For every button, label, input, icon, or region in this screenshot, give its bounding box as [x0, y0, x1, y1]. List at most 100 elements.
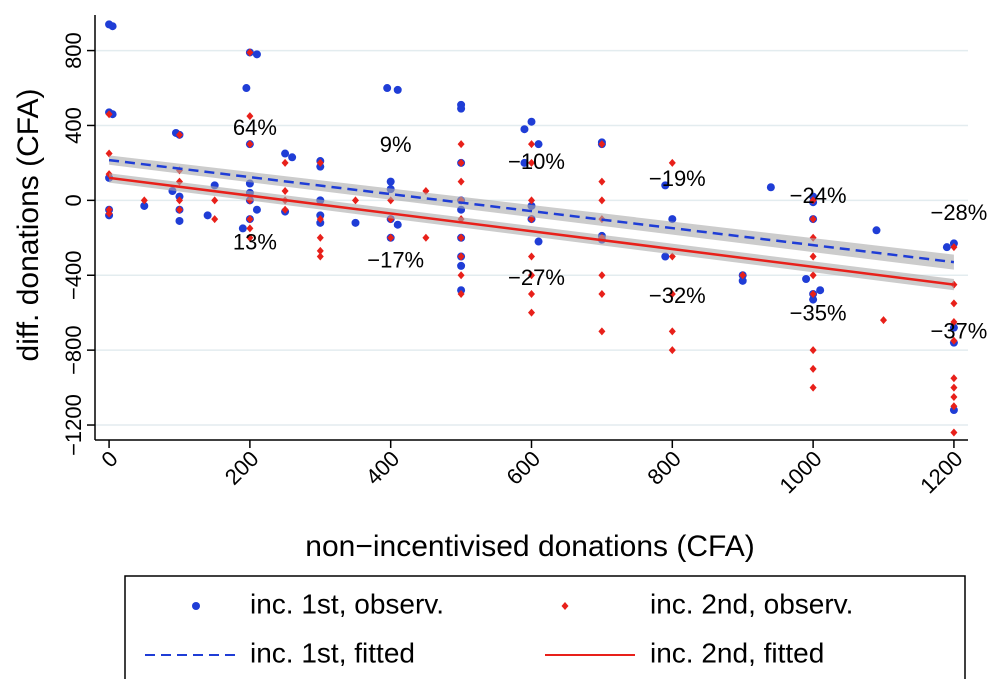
- point: [108, 22, 117, 31]
- point: [950, 392, 958, 401]
- point: [246, 140, 254, 149]
- point: [281, 158, 289, 167]
- point: [175, 205, 183, 214]
- point: [383, 84, 392, 93]
- point: [872, 226, 881, 235]
- point: [457, 158, 465, 167]
- legend-label: inc. 1st, fitted: [250, 637, 415, 668]
- point: [457, 271, 465, 280]
- point: [281, 149, 290, 158]
- y-tick-label: −400: [61, 250, 86, 300]
- point: [105, 110, 113, 119]
- point: [457, 177, 465, 186]
- point: [534, 140, 543, 149]
- point: [316, 252, 324, 261]
- point: [457, 104, 466, 113]
- point: [598, 327, 606, 336]
- point: [528, 196, 535, 205]
- y-tick-label: −800: [61, 325, 86, 375]
- point: [809, 196, 817, 205]
- annotation: −28%: [930, 200, 987, 225]
- point: [457, 289, 465, 298]
- point: [528, 271, 535, 280]
- annotation: −37%: [930, 318, 987, 343]
- point: [950, 299, 958, 308]
- point: [351, 218, 360, 227]
- point: [598, 196, 606, 205]
- point: [528, 308, 535, 317]
- point: [175, 216, 184, 225]
- point: [105, 209, 113, 218]
- point: [598, 140, 606, 149]
- legend-swatch: [192, 602, 200, 610]
- fitted-line: [108, 158, 955, 264]
- annotation: −32%: [649, 283, 706, 308]
- point: [809, 364, 817, 373]
- point: [175, 196, 183, 205]
- point: [316, 215, 324, 224]
- point: [598, 177, 606, 186]
- point: [520, 125, 529, 134]
- point: [949, 323, 958, 332]
- point: [140, 196, 148, 205]
- point: [802, 274, 811, 283]
- annotation: −10%: [508, 149, 565, 174]
- y-tick-label: 0: [61, 194, 86, 206]
- point: [668, 252, 676, 261]
- y-tick-label: 400: [61, 107, 86, 144]
- point: [527, 117, 536, 126]
- point: [668, 215, 677, 224]
- point: [661, 252, 670, 261]
- point: [140, 201, 149, 210]
- point: [950, 336, 958, 345]
- point: [211, 215, 219, 224]
- point: [809, 295, 818, 304]
- annotation: 13%: [233, 229, 277, 254]
- point: [316, 158, 324, 167]
- point: [528, 158, 535, 167]
- point: [950, 428, 958, 437]
- legend-label: inc. 2nd, observ.: [650, 588, 853, 619]
- point: [281, 205, 289, 214]
- point: [105, 149, 113, 158]
- point: [942, 243, 951, 252]
- point: [661, 181, 670, 190]
- point: [950, 318, 958, 327]
- point: [668, 346, 676, 355]
- point: [809, 271, 817, 280]
- point: [528, 289, 535, 298]
- legend-label: inc. 2nd, fitted: [650, 637, 824, 668]
- point: [809, 346, 817, 355]
- point: [211, 196, 219, 205]
- point: [246, 48, 254, 57]
- point: [246, 224, 254, 233]
- point: [246, 112, 254, 121]
- annotation: 64%: [233, 115, 277, 140]
- point: [809, 252, 817, 261]
- point: [393, 85, 402, 94]
- point: [809, 289, 817, 298]
- annotation: −17%: [367, 247, 424, 272]
- point: [816, 286, 825, 295]
- point: [950, 383, 958, 392]
- y-tick-label: −1200: [61, 394, 86, 456]
- point: [252, 205, 261, 214]
- point: [950, 374, 958, 383]
- point: [457, 252, 465, 261]
- point: [316, 233, 324, 242]
- point: [668, 327, 676, 336]
- point: [252, 50, 261, 59]
- point: [238, 224, 247, 233]
- legend-box: [124, 575, 966, 679]
- point: [246, 233, 254, 242]
- point: [950, 243, 958, 252]
- point: [598, 289, 606, 298]
- legend-label: inc. 1st, observ.: [250, 588, 444, 619]
- y-axis-title: diff. donations (CFA): [12, 89, 45, 362]
- point: [203, 211, 212, 220]
- point: [457, 140, 465, 149]
- annotation: −27%: [508, 265, 565, 290]
- point: [766, 183, 775, 192]
